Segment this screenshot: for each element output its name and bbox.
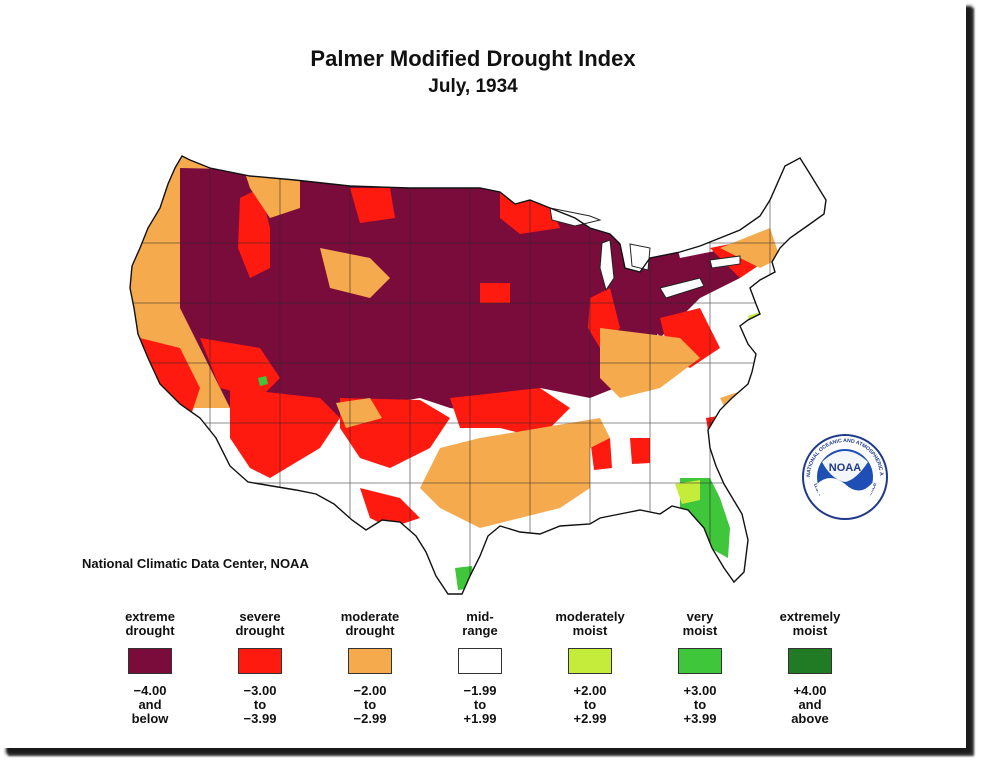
map-subtitle: July, 1934: [428, 76, 518, 97]
legend-label-line: extreme: [125, 609, 175, 624]
legend-label-line: very: [686, 609, 714, 624]
legend-range-line: above: [791, 711, 829, 726]
legend-label: extremely moist: [755, 606, 865, 638]
legend-range-line: +2.00: [573, 683, 607, 698]
legend-label: moderately moist: [535, 606, 645, 638]
legend-range-line: to: [473, 697, 487, 712]
legend-range-line: −2.00: [353, 683, 387, 698]
legend-label-line: drought: [125, 623, 175, 638]
legend-range: +2.00 to +2.99: [535, 684, 645, 726]
legend-item: moderately moist +2.00 to +2.99: [535, 606, 645, 726]
legend-range-line: to: [363, 697, 377, 712]
legend: extreme drought −4.00 and below severe drought…: [95, 606, 865, 736]
legend-label-line: moderately: [555, 609, 625, 624]
legend-range-line: and: [138, 697, 162, 712]
legend-item: moderate drought −2.00 to −2.99: [315, 606, 425, 726]
legend-range: −1.99 to +1.99: [425, 684, 535, 726]
legend-label-line: extremely: [779, 609, 841, 624]
legend-range-line: −2.99: [353, 711, 387, 726]
legend-range-line: +1.99: [463, 711, 497, 726]
legend-swatch: [238, 648, 282, 674]
legend-range-line: to: [253, 697, 267, 712]
legend-label-line: moist: [682, 623, 718, 638]
legend-label-line: range: [462, 623, 498, 638]
legend-range-line: to: [693, 697, 707, 712]
legend-range-line: −1.99: [463, 683, 497, 698]
credit-text: National Climatic Data Center, NOAA: [82, 556, 309, 571]
legend-label-line: moderate: [340, 609, 400, 624]
legend-label-line: severe: [239, 609, 281, 624]
legend-label: severe drought: [205, 606, 315, 638]
noaa-logo-icon: NATIONAL OCEANIC AND ATMOSPHERIC ADMINIS…: [800, 432, 888, 520]
legend-range: +3.00 to +3.99: [645, 684, 755, 726]
legend-swatch: [128, 648, 172, 674]
legend-item: mid-range −1.99 to +1.99: [425, 606, 535, 726]
legend-label-line: moist: [572, 623, 608, 638]
legend-range-line: −3.99: [243, 711, 277, 726]
legend-range-line: −4.00: [133, 683, 167, 698]
legend-range: −4.00 and below: [95, 684, 205, 726]
legend-label: moderate drought: [315, 606, 425, 638]
legend-range: −3.00 to −3.99: [205, 684, 315, 726]
legend-range-line: and: [798, 697, 822, 712]
legend-label: extreme drought: [95, 606, 205, 638]
legend-item: very moist +3.00 to +3.99: [645, 606, 755, 726]
legend-swatch: [348, 648, 392, 674]
legend-label-line: drought: [345, 623, 395, 638]
legend-swatch: [458, 648, 502, 674]
legend-range-line: −3.00: [243, 683, 277, 698]
legend-item: extreme drought −4.00 and below: [95, 606, 205, 726]
legend-label-line: moist: [792, 623, 828, 638]
map-title: Palmer Modified Drought Index: [310, 46, 636, 71]
legend-label-line: drought: [235, 623, 285, 638]
legend-label: mid-range: [425, 606, 535, 638]
legend-range-line: +3.99: [683, 711, 717, 726]
legend-label-line: mid-: [466, 609, 494, 624]
legend-range-line: +2.99: [573, 711, 607, 726]
legend-item: extremely moist +4.00 and above: [755, 606, 865, 726]
legend-range-line: below: [131, 711, 169, 726]
legend-range: −2.00 to −2.99: [315, 684, 425, 726]
logo-text: NOAA: [829, 462, 861, 474]
legend-label: very moist: [645, 606, 755, 638]
legend-swatch: [788, 648, 832, 674]
legend-swatch: [568, 648, 612, 674]
legend-range-line: +4.00: [793, 683, 827, 698]
legend-range-line: to: [583, 697, 597, 712]
legend-item: severe drought −3.00 to −3.99: [205, 606, 315, 726]
legend-range: +4.00 and above: [755, 684, 865, 726]
legend-swatch: [678, 648, 722, 674]
usa-drought-map: [129, 155, 827, 595]
figure-frame: Palmer Modified Drought Index July, 1934: [82, 46, 888, 736]
legend-range-line: +3.00: [683, 683, 717, 698]
